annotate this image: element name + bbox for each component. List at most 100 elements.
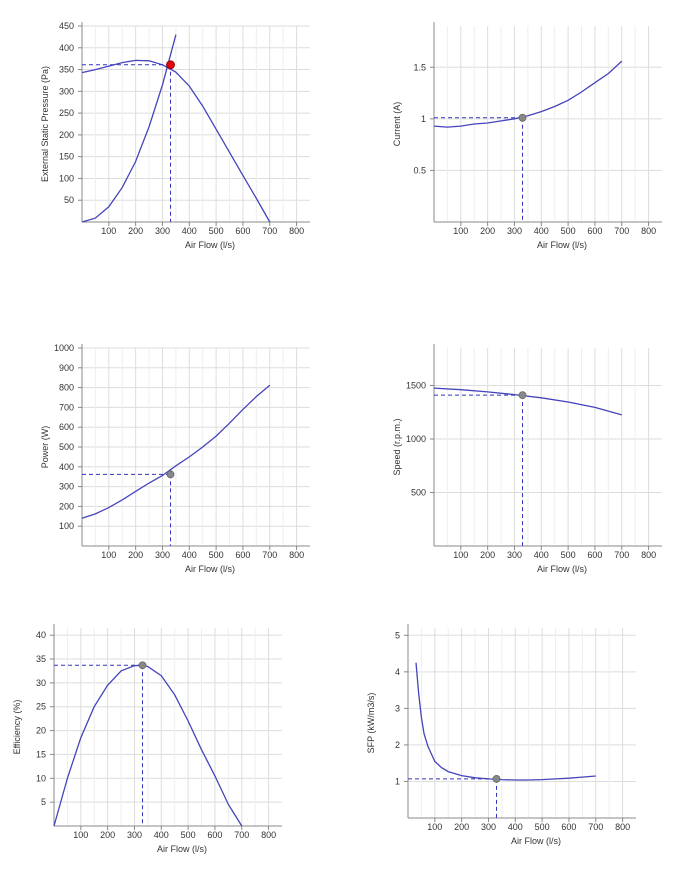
x-tick-label: 300 [507,226,522,236]
y-tick-label: 700 [59,402,74,412]
y-tick-label: 500 [59,442,74,452]
x-tick-label: 300 [507,550,522,560]
x-axis-title: Air Flow (l/s) [537,564,587,574]
y-tick-label: 3 [395,703,400,713]
x-tick-label: 100 [101,550,116,560]
y-tick-label: 250 [59,108,74,118]
x-tick-label: 400 [534,550,549,560]
x-tick-label: 800 [289,550,304,560]
x-tick-label: 300 [127,830,142,840]
x-tick-label: 700 [588,822,603,832]
y-axis-title: External Static Pressure (Pa) [40,66,50,182]
x-tick-label: 300 [481,822,496,832]
y-tick-label: 40 [36,630,46,640]
x-tick-label: 200 [480,550,495,560]
chart-5: 100 200 300 400 500 600 700 800 5 10 15 20 25 30 35 40 A… [12,624,282,854]
operating-point-marker [518,113,527,122]
chart-1: 100 200 300 400 500 600 700 800 50 100 150 200 250 30… [40,21,310,250]
series-line-1 [433,60,623,128]
x-tick-label: 600 [587,226,602,236]
y-axis-title: Speed (r.p.m.) [392,418,402,475]
x-tick-label: 800 [289,226,304,236]
operating-point-marker [166,470,175,479]
y-tick-label: 600 [59,422,74,432]
y-tick-label: 0.5 [413,165,426,175]
x-tick-label: 600 [235,550,250,560]
x-tick-label: 700 [614,550,629,560]
y-tick-label: 15 [36,749,46,759]
x-tick-label: 300 [155,226,170,236]
x-tick-label: 400 [534,226,549,236]
x-tick-label: 400 [508,822,523,832]
operating-point-marker [518,391,527,399]
series-line-1 [433,387,622,416]
x-tick-label: 800 [641,550,656,560]
x-axis-title: Air Flow (l/s) [511,836,561,846]
y-tick-label: 25 [36,702,46,712]
y-axis-title: Efficiency (%) [12,700,22,755]
x-tick-label: 300 [155,550,170,560]
y-tick-label: 500 [411,487,426,497]
x-tick-label: 500 [209,226,224,236]
x-axis-title: Air Flow (l/s) [185,564,235,574]
operating-point-marker [138,661,147,670]
x-tick-label: 600 [561,822,576,832]
x-tick-label: 800 [641,226,656,236]
y-tick-label: 5 [41,797,46,807]
x-tick-label: 500 [535,822,550,832]
y-tick-label: 20 [36,726,46,736]
series-line-1 [81,384,271,519]
y-tick-label: 100 [59,521,74,531]
x-tick-label: 700 [614,226,629,236]
chart-6: 100 200 300 400 500 600 700 800 1 2 3 4 5 Air Flow (l… [366,624,636,846]
y-tick-label: 150 [59,152,74,162]
x-tick-label: 700 [234,830,249,840]
x-tick-label: 600 [207,830,222,840]
x-tick-label: 500 [561,226,576,236]
x-tick-label: 200 [480,226,495,236]
x-tick-label: 800 [261,830,276,840]
x-tick-label: 600 [235,226,250,236]
x-tick-label: 400 [182,550,197,560]
x-tick-label: 100 [427,822,442,832]
x-tick-label: 400 [154,830,169,840]
x-tick-label: 100 [101,226,116,236]
x-tick-label: 200 [128,550,143,560]
y-tick-label: 100 [59,173,74,183]
y-tick-label: 200 [59,130,74,140]
y-tick-label: 1000 [54,343,74,353]
x-tick-label: 700 [262,550,277,560]
x-tick-label: 700 [262,226,277,236]
x-axis-title: Air Flow (l/s) [185,240,235,250]
x-tick-label: 200 [100,830,115,840]
y-tick-label: 35 [36,654,46,664]
y-tick-label: 400 [59,43,74,53]
x-tick-label: 600 [587,550,602,560]
y-tick-label: 400 [59,462,74,472]
x-tick-label: 100 [453,226,468,236]
chart-3: 100 200 300 400 500 600 700 800 100 200 300 400 500 6… [40,343,310,574]
y-axis-title: SFP (kW/m3/s) [366,693,376,754]
x-axis-title: Air Flow (l/s) [537,240,587,250]
x-tick-label: 100 [73,830,88,840]
y-tick-label: 30 [36,678,46,688]
y-tick-label: 50 [64,195,74,205]
x-tick-label: 500 [561,550,576,560]
x-tick-label: 800 [615,822,630,832]
y-tick-label: 300 [59,482,74,492]
operating-point-marker [492,775,501,783]
series-line-2 [81,34,177,223]
x-tick-label: 200 [128,226,143,236]
y-tick-label: 900 [59,363,74,373]
y-tick-label: 1000 [406,434,426,444]
y-tick-label: 350 [59,65,74,75]
y-tick-label: 5 [395,630,400,640]
y-tick-label: 4 [395,667,400,677]
x-tick-label: 500 [209,550,224,560]
x-axis-title: Air Flow (l/s) [157,844,207,854]
series-line-1 [415,662,596,781]
y-tick-label: 300 [59,86,74,96]
y-axis-title: Current (A) [392,102,402,147]
y-axis-title: Power (W) [40,426,50,469]
